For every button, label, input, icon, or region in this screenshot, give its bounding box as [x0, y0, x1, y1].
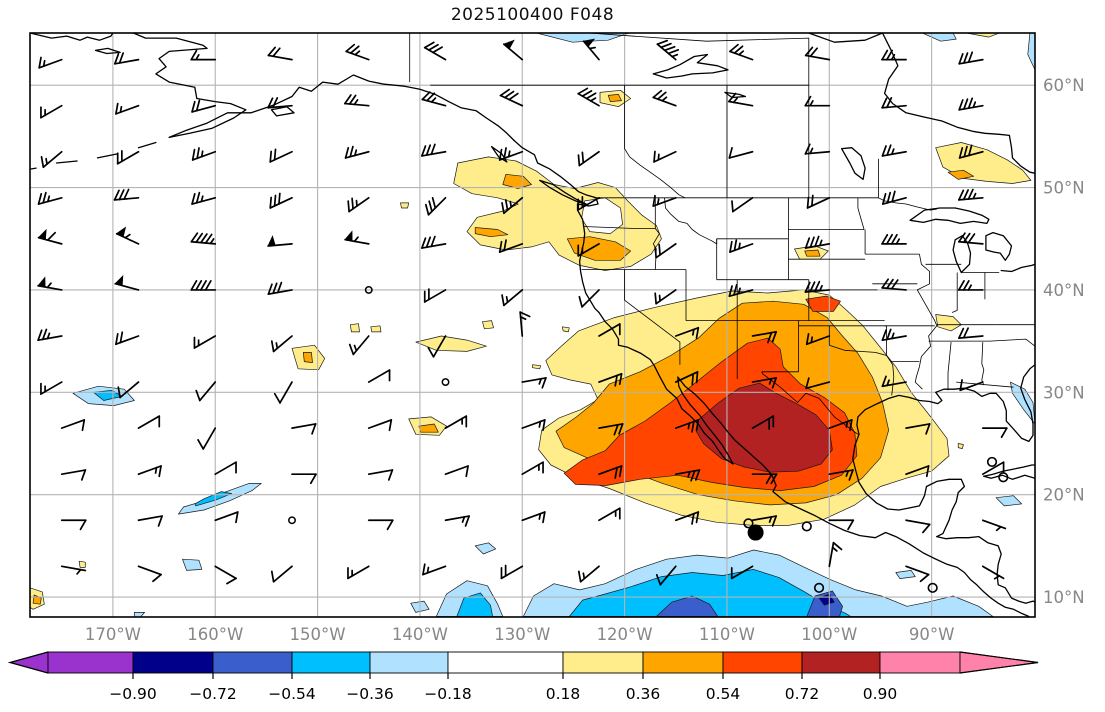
contour-region [995, 495, 1023, 507]
lon-tick-label: 110°W [699, 625, 755, 644]
lon-tick-label: 120°W [597, 625, 653, 644]
lon-tick-label: 170°W [85, 625, 141, 644]
lat-tick-label: 50°N [1043, 179, 1085, 198]
contour-region [804, 249, 821, 257]
contour-region [78, 560, 86, 568]
lon-tick-label: 90°W [909, 625, 955, 644]
lon-tick-label: 150°W [290, 625, 346, 644]
colorbar-tick-label: 0.72 [785, 685, 820, 703]
lat-tick-label: 20°N [1043, 486, 1085, 505]
contour-region [935, 142, 1032, 184]
contour-region [415, 335, 487, 352]
contour-region [895, 570, 916, 579]
contour-region [474, 542, 497, 555]
lat-tick-label: 60°N [1043, 76, 1085, 95]
border-layer [409, 33, 1035, 435]
contour-region [349, 323, 360, 333]
colorbar-tick-label: −0.36 [346, 685, 394, 703]
colorbar: −0.90 −0.72 −0.54 −0.36 −0.18 0.18 0.36 0.54 0.7… [7, 651, 1039, 703]
contour-region [536, 33, 630, 43]
colorbar-tick-label: 0.36 [626, 685, 661, 703]
chart-title: 2025100400 F048 [450, 5, 615, 25]
contour-region [947, 169, 974, 180]
contour-region [474, 227, 509, 238]
storm-marker-filled [747, 524, 764, 541]
wind-barb-layer [37, 38, 1008, 586]
graticule-layer [30, 33, 1035, 617]
contour-region [1027, 33, 1035, 71]
lat-tick-label: 10°N [1043, 588, 1085, 607]
contour-region [957, 443, 964, 449]
contour-region [695, 382, 833, 473]
contour-region [568, 569, 852, 617]
storm-marker-open [986, 456, 998, 468]
contour-region [561, 326, 570, 333]
lon-tick-label: 160°W [187, 625, 243, 644]
contour-region [400, 202, 410, 209]
marker-layer [743, 456, 1009, 593]
contour-fill-layer [30, 33, 1035, 617]
contour-region [966, 33, 1000, 38]
lat-tick-label: 30°N [1043, 383, 1085, 402]
map-frame [29, 32, 1036, 618]
contour-region [182, 558, 203, 571]
colorbar-tick-label: −0.18 [424, 685, 472, 703]
storm-marker-open [998, 472, 1009, 483]
contour-region [482, 320, 494, 330]
contour-region [532, 364, 542, 370]
storm-marker-open [813, 582, 825, 593]
contour-region [134, 612, 145, 617]
contour-region [370, 325, 382, 333]
colorbar-tick-label: 0.54 [706, 685, 741, 703]
contour-region [302, 352, 313, 363]
contour-region [805, 295, 841, 312]
contour-region [607, 94, 622, 102]
lon-tick-label: 100°W [801, 625, 857, 644]
contour-region [935, 314, 962, 332]
colorbar-tick-label: 0.90 [863, 685, 898, 703]
storm-marker-open [801, 521, 812, 532]
contour-region [502, 173, 532, 189]
colorbar-tick-label: −0.54 [268, 685, 316, 703]
storm-marker-open [743, 518, 754, 529]
colorbar-tick-label: 0.18 [546, 685, 581, 703]
coastline-layer [30, 33, 1035, 617]
colorbar-tick-label: −0.72 [189, 685, 237, 703]
storm-marker-open [927, 582, 938, 593]
colorbar-tick-label: −0.90 [109, 685, 157, 703]
lat-tick-label: 40°N [1043, 281, 1085, 300]
lon-tick-label: 130°W [494, 625, 550, 644]
lon-tick-label: 140°W [392, 625, 448, 644]
contour-region [922, 33, 957, 42]
contour-region [178, 483, 262, 515]
